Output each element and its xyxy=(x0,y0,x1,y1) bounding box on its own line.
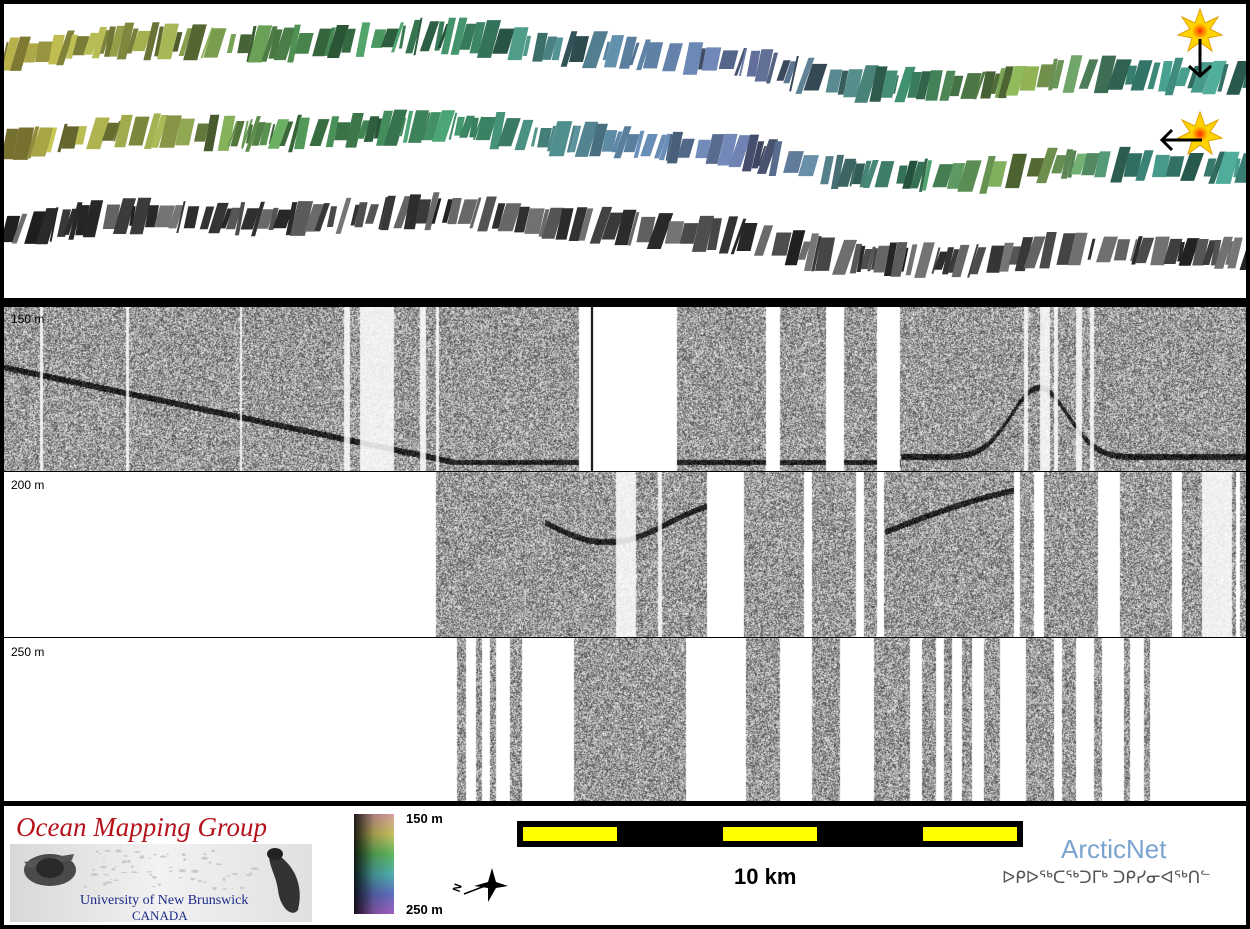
water-column-image xyxy=(4,307,1246,801)
scale-segment xyxy=(923,827,1017,841)
scale-segment xyxy=(723,827,817,841)
arrow-left-icon xyxy=(1159,128,1202,152)
logo-title: Ocean Mapping Group xyxy=(16,812,267,842)
arcticnet-syllabics: ᐅᑭᐅᖅᑕᖅᑐᒥᒃ ᑐᑭᓯᓂᐊᖅᑎᓪ xyxy=(1002,868,1211,887)
depth-label-250: 250 m xyxy=(11,645,45,659)
swath-sun-west xyxy=(4,109,1246,194)
depth-label-150: 150 m xyxy=(11,312,45,326)
seafloor-logo-image xyxy=(10,844,312,922)
north-arrow-icon xyxy=(452,864,508,904)
swath-map xyxy=(4,7,1246,278)
water-column-profile-panel: 150 m 200 m 250 m xyxy=(4,307,1246,801)
depth-label-200: 200 m xyxy=(11,478,45,492)
logo-university: University of New Brunswick xyxy=(80,893,249,908)
arrow-down-icon xyxy=(1187,39,1213,79)
footer-panel: Ocean Mapping Group University of New Br… xyxy=(4,806,1246,925)
swath-map-panel xyxy=(4,4,1246,298)
arcticnet-logo: ArcticNet xyxy=(1061,834,1167,864)
depth-divider xyxy=(4,637,1246,638)
colorbar-top-label: 150 m xyxy=(406,811,443,826)
colorbar-image xyxy=(354,814,394,914)
scale-bar xyxy=(517,821,1023,847)
colorbar-bottom-label: 250 m xyxy=(406,902,443,917)
sun-west-icon xyxy=(1176,110,1224,156)
ocean-mapping-group-logo: Ocean Mapping Group University of New Br… xyxy=(10,810,312,922)
depth-colorbar xyxy=(354,814,394,914)
scale-segment xyxy=(523,827,617,841)
scale-bar-label: 10 km xyxy=(734,864,797,889)
swath-sun-north xyxy=(4,17,1246,103)
logo-country: CANADA xyxy=(132,908,188,922)
depth-divider xyxy=(4,471,1246,472)
swath-backscatter xyxy=(4,192,1246,278)
